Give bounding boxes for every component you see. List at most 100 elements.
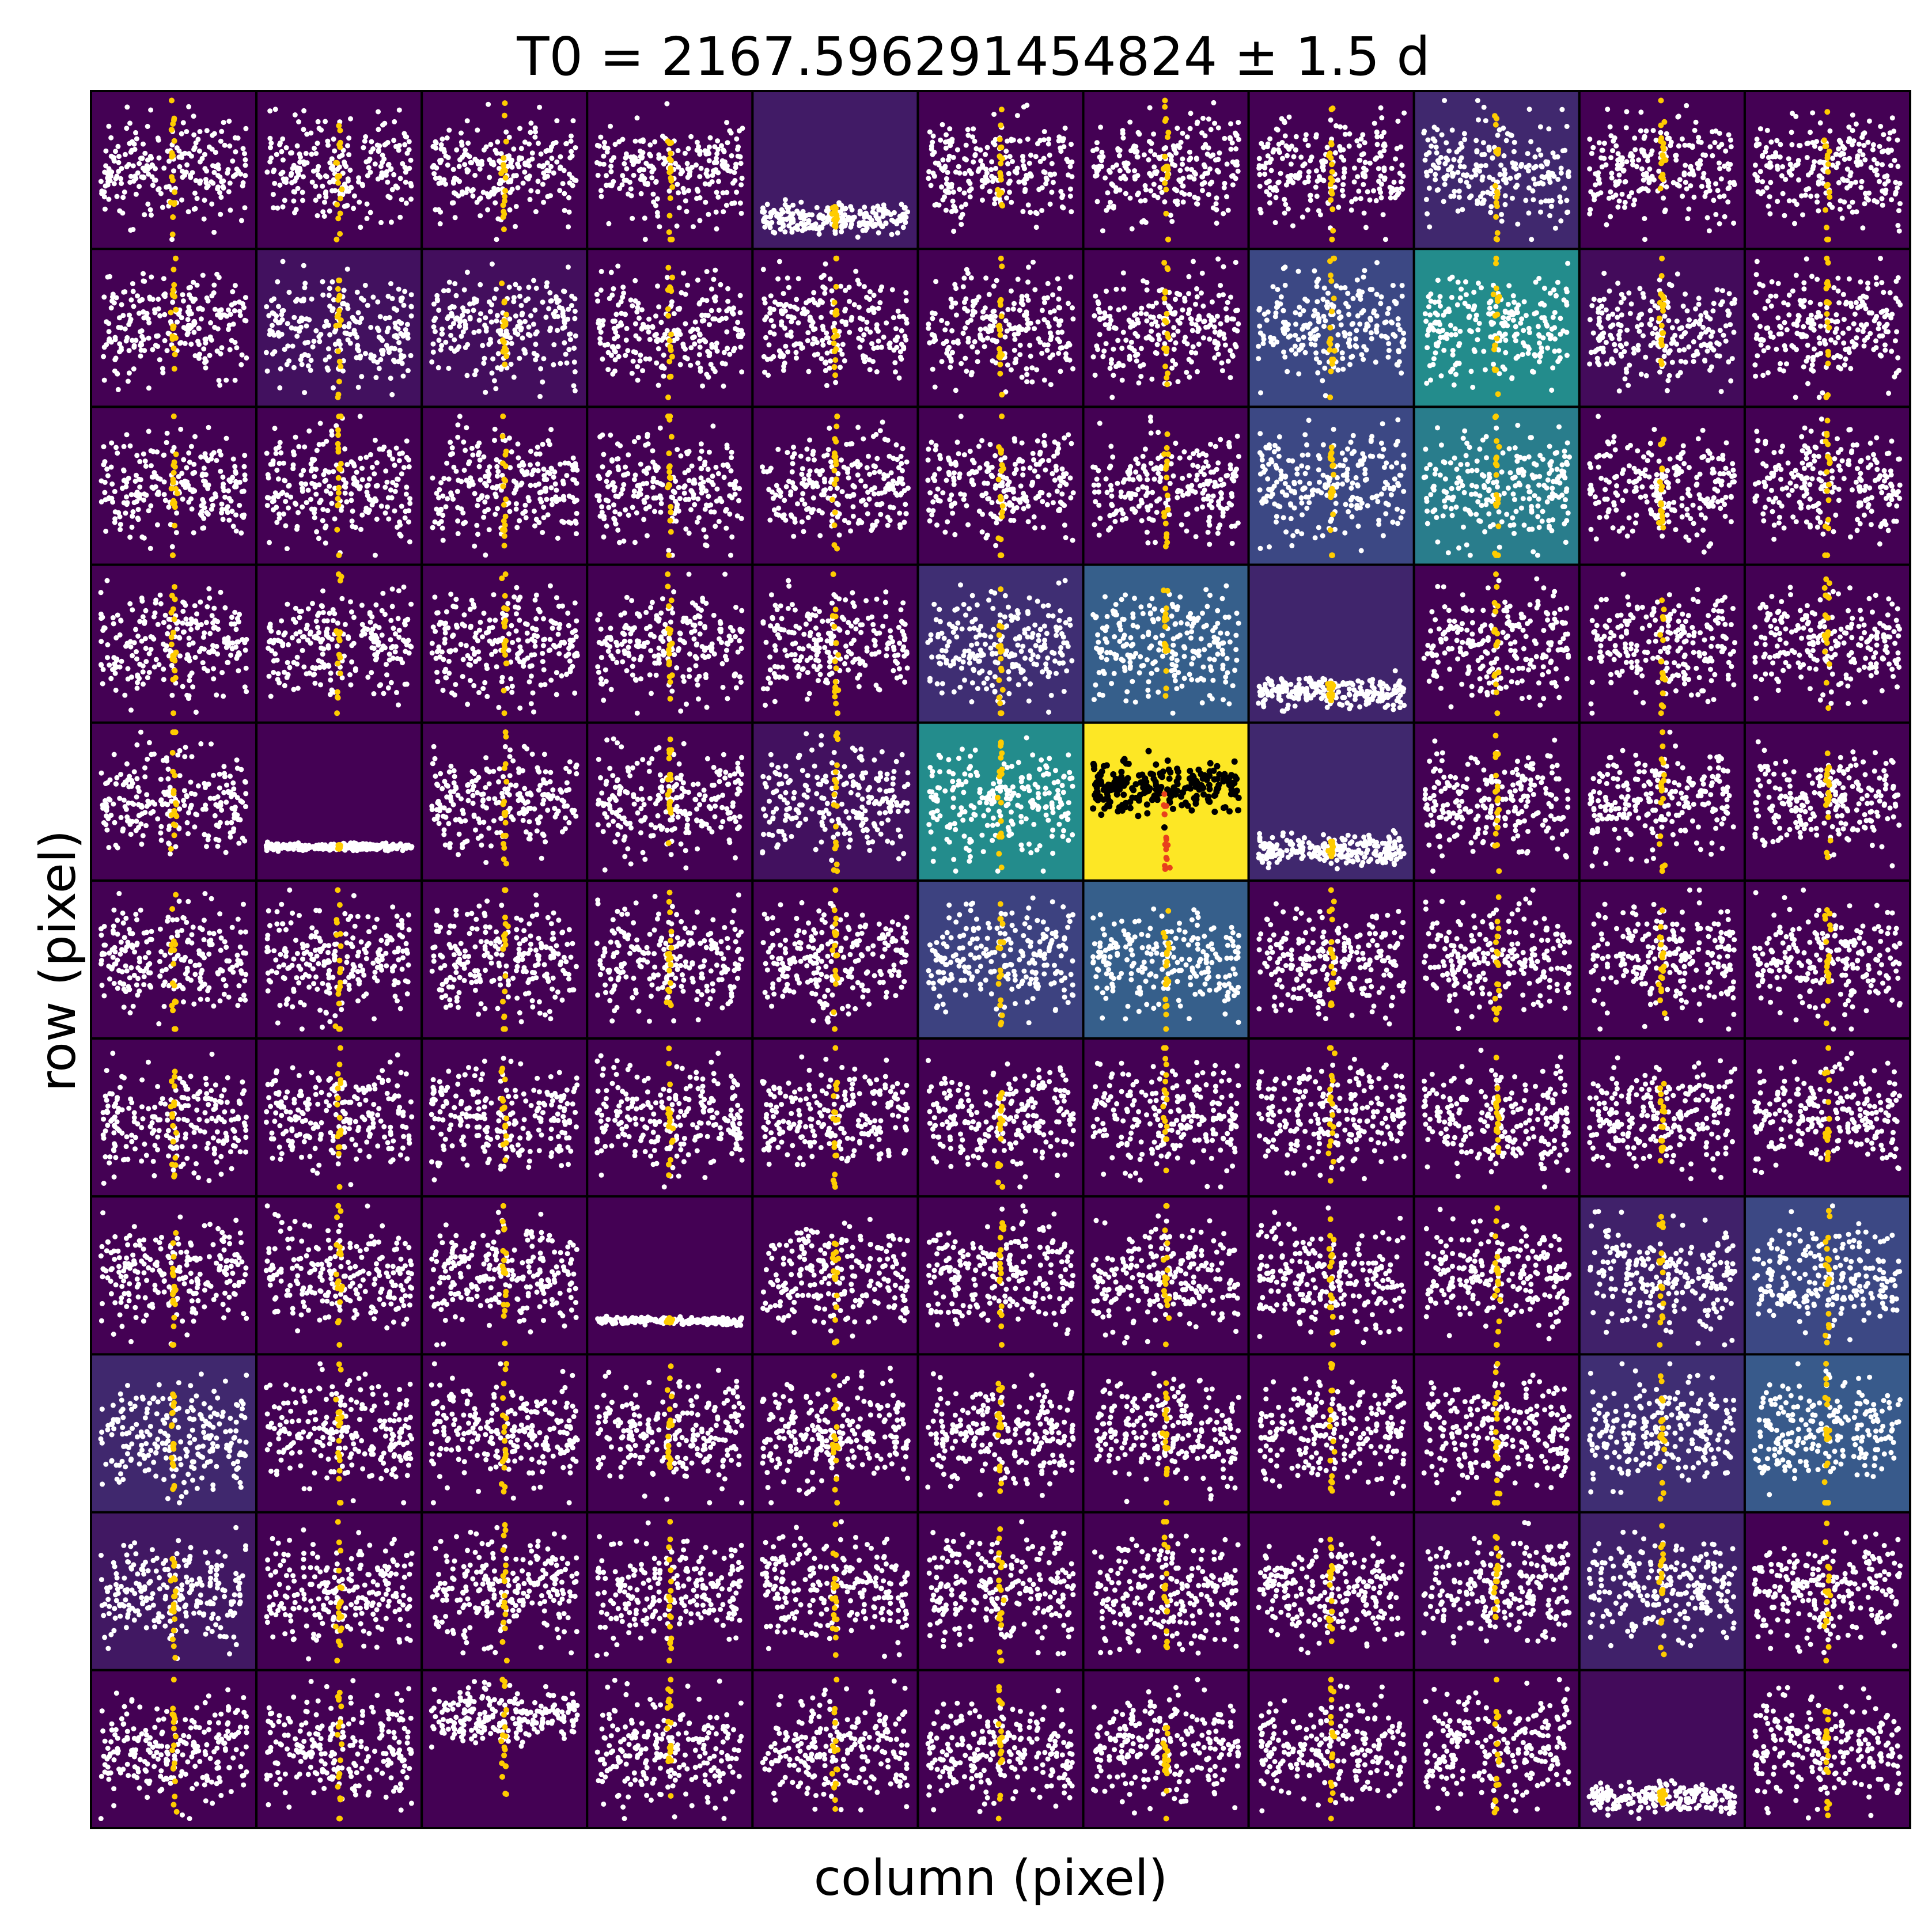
- transit-point: [1328, 278, 1335, 284]
- transit-point: [499, 280, 505, 286]
- light-curve-point: [1008, 288, 1014, 294]
- light-curve-point: [713, 298, 718, 304]
- light-curve-point: [487, 193, 493, 199]
- light-curve-point: [218, 351, 223, 357]
- light-curve-point: [1639, 166, 1645, 172]
- light-curve-point: [1643, 186, 1649, 192]
- light-curve-point: [1490, 155, 1495, 161]
- light-curve-point: [1812, 143, 1817, 149]
- transit-point: [503, 312, 509, 318]
- light-curve-point: [703, 339, 709, 344]
- light-curve-point: [1466, 184, 1472, 189]
- light-curve-point: [1199, 181, 1205, 187]
- light-curve-point: [1267, 192, 1272, 198]
- light-curve-point: [1622, 204, 1627, 210]
- light-curve-point: [798, 199, 804, 205]
- light-curve-point: [714, 160, 719, 165]
- light-curve-point: [991, 112, 997, 117]
- light-curve-point: [939, 359, 945, 365]
- light-curve-point: [1209, 317, 1214, 323]
- light-curve-point: [1187, 374, 1192, 380]
- light-curve-point: [493, 286, 499, 292]
- light-curve-point: [805, 330, 811, 336]
- light-curve-point: [623, 352, 628, 358]
- light-curve-point: [1427, 312, 1433, 318]
- light-curve-point: [440, 137, 445, 142]
- light-curve-point: [1480, 190, 1486, 196]
- light-curve-point: [1188, 316, 1194, 321]
- light-curve-point: [323, 119, 328, 124]
- light-curve-point: [546, 306, 552, 312]
- light-curve-point: [695, 327, 700, 332]
- light-curve-point: [1559, 107, 1565, 112]
- light-curve-point: [1378, 301, 1384, 306]
- light-curve-point: [1350, 354, 1355, 359]
- light-curve-point: [1564, 198, 1570, 203]
- light-curve-point: [1722, 214, 1728, 219]
- light-curve-point: [1423, 169, 1429, 175]
- light-curve-point: [120, 313, 126, 319]
- light-curve-point: [1553, 293, 1559, 298]
- light-curve-point: [157, 313, 163, 319]
- light-curve-point: [888, 212, 893, 217]
- light-curve-point: [215, 326, 221, 332]
- light-curve-point: [768, 318, 774, 323]
- light-curve-point: [300, 189, 305, 195]
- light-curve-point: [822, 290, 828, 296]
- light-curve-point: [1141, 218, 1146, 223]
- light-curve-point: [1400, 173, 1406, 179]
- light-curve-point: [1372, 120, 1377, 126]
- light-curve-point: [1396, 348, 1401, 354]
- transit-point: [1162, 289, 1168, 295]
- light-curve-point: [597, 340, 603, 346]
- light-curve-point: [1650, 128, 1656, 134]
- light-curve-point: [109, 298, 115, 304]
- light-curve-point: [1377, 186, 1382, 192]
- light-curve-point: [1482, 367, 1488, 373]
- light-curve-point: [1700, 152, 1706, 158]
- light-curve-point: [1451, 157, 1457, 162]
- light-curve-point: [783, 343, 789, 349]
- light-curve-point: [286, 290, 292, 295]
- light-curve-point: [1601, 141, 1607, 146]
- light-curve-point: [302, 285, 308, 290]
- light-curve-point: [1217, 329, 1223, 335]
- light-curve-point: [242, 205, 248, 211]
- light-curve-point: [1282, 210, 1287, 216]
- light-curve-point: [282, 198, 287, 203]
- light-curve-point: [1555, 154, 1560, 160]
- light-curve-point: [1385, 310, 1391, 316]
- light-curve-point: [110, 155, 116, 161]
- transit-point: [335, 173, 341, 180]
- light-curve-point: [1228, 375, 1233, 381]
- transit-point: [997, 361, 1003, 367]
- light-curve-point: [628, 186, 634, 192]
- light-curve-point: [676, 190, 681, 196]
- light-curve-point: [1752, 162, 1758, 168]
- light-curve-point: [218, 211, 223, 217]
- light-curve-point: [654, 196, 660, 202]
- light-curve-point: [620, 173, 626, 179]
- pixel-cell-r1-c2: [421, 248, 589, 408]
- light-curve-point: [1363, 168, 1369, 173]
- light-curve-point: [1115, 147, 1121, 153]
- light-curve-point: [1437, 304, 1443, 309]
- light-curve-point: [569, 149, 574, 154]
- light-curve-point: [1543, 321, 1549, 327]
- light-curve-point: [824, 215, 830, 221]
- light-curve-point: [1195, 329, 1200, 334]
- light-curve-point: [930, 139, 935, 145]
- light-curve-point: [840, 342, 846, 347]
- light-curve-point: [1273, 310, 1279, 316]
- light-curve-point: [436, 181, 442, 186]
- light-curve-point: [215, 184, 221, 190]
- light-curve-point: [737, 128, 742, 134]
- light-curve-point: [696, 352, 702, 358]
- light-curve-point: [1208, 127, 1214, 132]
- transit-point: [502, 188, 509, 194]
- light-curve-point: [1889, 197, 1895, 203]
- light-curve-point: [1101, 348, 1107, 354]
- light-curve-point: [368, 352, 374, 358]
- light-curve-point: [1514, 331, 1520, 337]
- light-curve-point: [736, 334, 741, 339]
